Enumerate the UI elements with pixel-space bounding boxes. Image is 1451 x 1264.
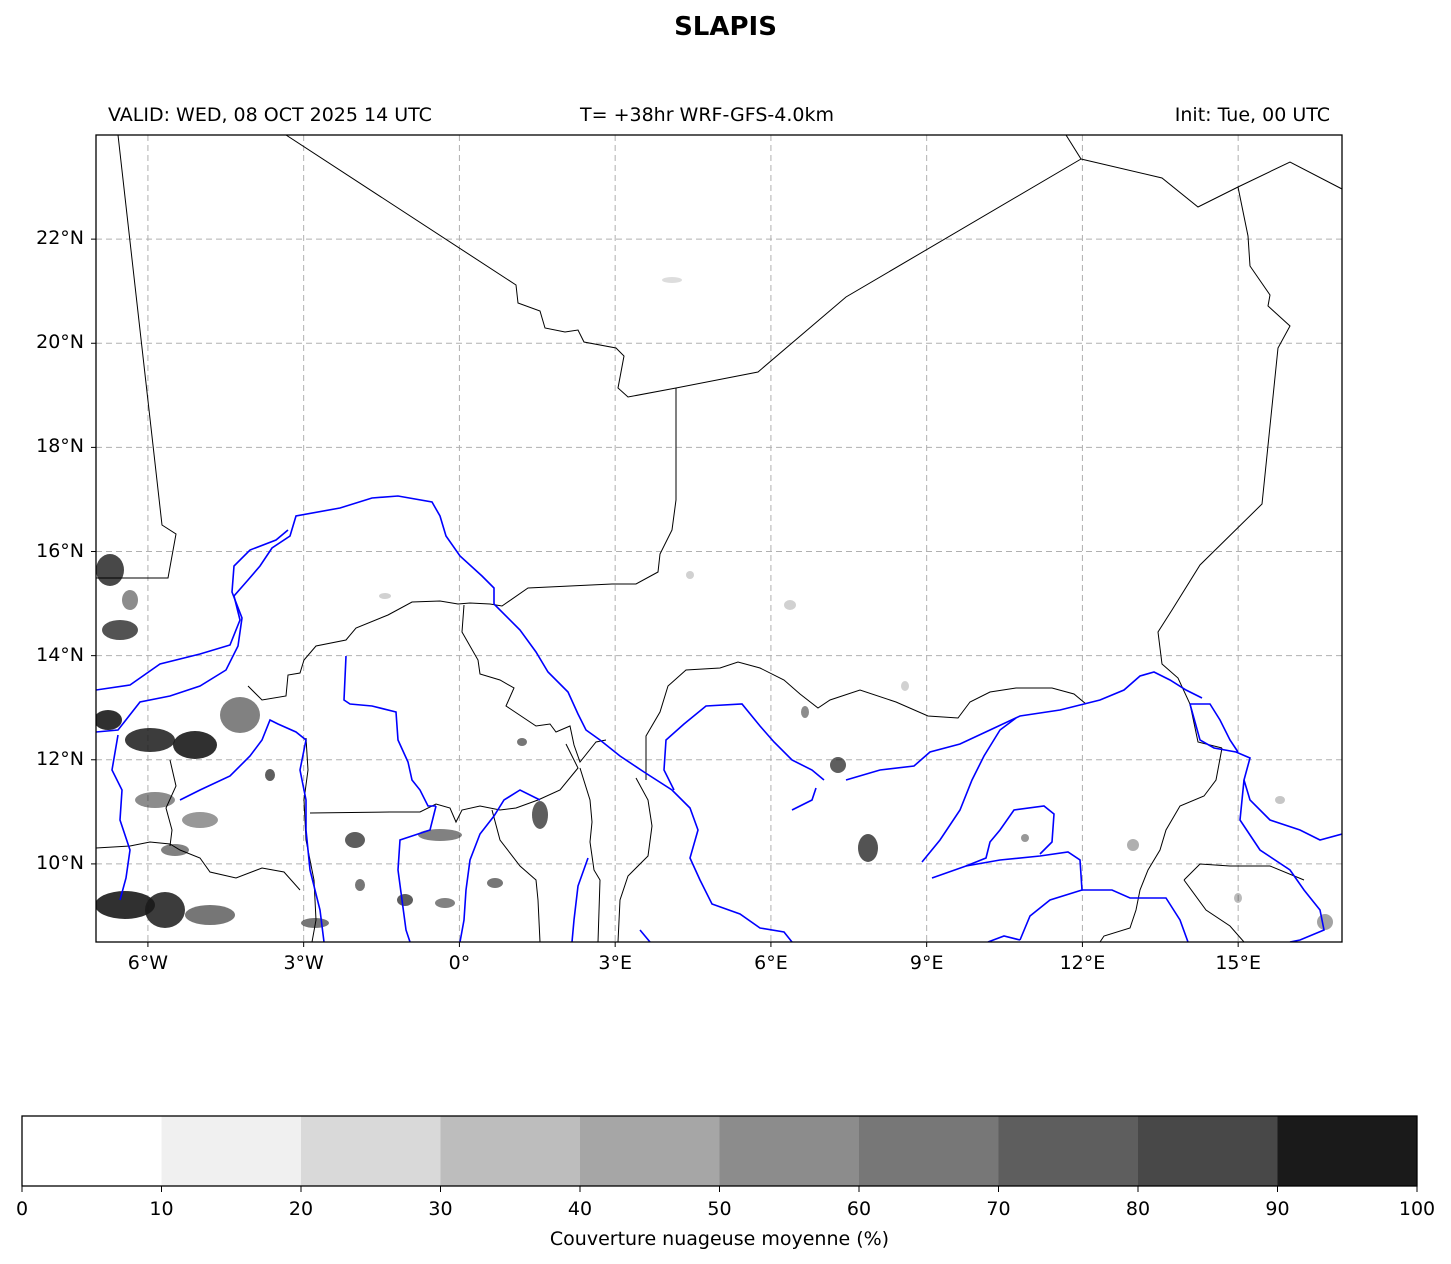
colorbar-tick-label: 60 <box>846 1198 872 1220</box>
colorbar-tick-label: 50 <box>707 1198 732 1220</box>
init-time-label: Init: Tue, 00 UTC <box>1174 104 1330 126</box>
colorbar-tick-label: 0 <box>15 1198 29 1220</box>
colorbar-segment <box>22 1116 162 1186</box>
cloud-cover-field <box>96 277 1333 930</box>
lat-tick-label: 10°N <box>36 851 84 874</box>
colorbar-segment <box>719 1116 860 1186</box>
lon-tick-label: 3°E <box>598 952 632 974</box>
forecast-info-label: T= +38hr WRF-GFS-4.0km <box>580 104 834 126</box>
lat-tick-label: 18°N <box>36 435 84 458</box>
map-frame <box>95 134 1343 943</box>
colorbar-segment <box>580 1116 720 1186</box>
colorbar-segment <box>998 1116 1139 1186</box>
map-gridlines <box>96 135 1342 942</box>
colorbar-tick-label: 80 <box>1125 1198 1151 1220</box>
colorbar-segment <box>1277 1116 1418 1186</box>
lat-tick-label: 16°N <box>36 539 84 562</box>
lat-tick-label: 20°N <box>36 331 84 354</box>
colorbar-segment <box>1138 1116 1278 1186</box>
lat-tick-label: 12°N <box>36 747 84 770</box>
colorbar-tick-label: 100 <box>1398 1198 1436 1220</box>
lon-tick-label: 9°E <box>909 952 944 974</box>
rivers <box>96 495 1342 942</box>
colorbar-tick-label: 30 <box>428 1198 453 1220</box>
lon-tick-label: 6°E <box>754 952 788 974</box>
lon-tick-label: 3°W <box>283 952 324 974</box>
colorbar-tick-label: 20 <box>288 1198 314 1220</box>
colorbar-tick-label: 10 <box>149 1198 174 1220</box>
map-plot <box>91 134 1343 947</box>
lon-tick-label: 15°E <box>1215 952 1261 974</box>
map-title: SLAPIS <box>674 12 777 42</box>
colorbar-segment <box>301 1116 441 1186</box>
valid-time-label: VALID: WED, 08 OCT 2025 14 UTC <box>108 104 432 126</box>
colorbar-segment <box>161 1116 302 1186</box>
lon-tick-label: 6°W <box>127 952 169 974</box>
country-borders <box>96 135 1342 942</box>
colorbar-tick-label: 70 <box>986 1198 1011 1220</box>
colorbar-segment <box>859 1116 999 1186</box>
lon-tick-label: 12°E <box>1059 952 1106 974</box>
lat-tick-label: 22°N <box>36 227 84 250</box>
colorbar-label: Couverture nuageuse moyenne (%) <box>549 1228 890 1250</box>
colorbar <box>21 1115 1418 1192</box>
colorbar-tick-label: 90 <box>1265 1198 1290 1220</box>
lon-tick-label: 0° <box>448 952 471 974</box>
colorbar-tick-label: 40 <box>567 1198 593 1220</box>
colorbar-segment <box>440 1116 581 1186</box>
lat-tick-label: 14°N <box>36 643 84 666</box>
